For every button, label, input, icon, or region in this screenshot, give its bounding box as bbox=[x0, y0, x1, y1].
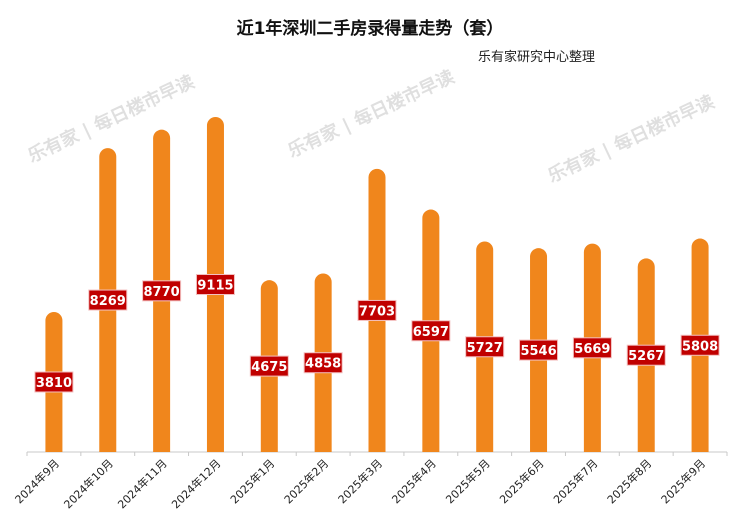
data-label-box bbox=[357, 299, 397, 321]
data-label: 7703 bbox=[359, 304, 395, 319]
data-label-box bbox=[519, 339, 559, 361]
data-label: 5727 bbox=[467, 341, 503, 356]
data-label-box bbox=[34, 371, 74, 393]
data-label: 5669 bbox=[574, 342, 610, 357]
data-label-box bbox=[465, 336, 505, 358]
x-tick-label: 2025年1月 bbox=[227, 456, 277, 506]
data-label-box bbox=[303, 352, 343, 374]
data-label: 4675 bbox=[251, 360, 287, 375]
x-tick-label: 2024年11月 bbox=[115, 456, 170, 511]
x-tick-label: 2025年6月 bbox=[496, 456, 546, 506]
x-tick-label: 2024年10月 bbox=[61, 456, 116, 511]
x-tick-label: 2025年7月 bbox=[550, 456, 600, 506]
data-label: 5267 bbox=[628, 349, 664, 364]
data-label: 8770 bbox=[144, 285, 180, 300]
data-label: 5808 bbox=[682, 339, 718, 354]
data-label-box bbox=[88, 289, 128, 311]
data-label: 8269 bbox=[90, 294, 126, 309]
data-label: 3810 bbox=[36, 376, 72, 391]
chart-subtitle: 乐有家研究中心整理 bbox=[478, 50, 596, 65]
data-label-box bbox=[249, 355, 289, 377]
data-label-box bbox=[572, 337, 612, 359]
data-label-box bbox=[142, 280, 182, 302]
x-tick-label: 2025年9月 bbox=[658, 456, 708, 506]
x-tick-label: 2025年5月 bbox=[443, 456, 493, 506]
x-tick-label: 2025年8月 bbox=[604, 456, 654, 506]
data-label-box bbox=[411, 320, 451, 342]
data-label: 5546 bbox=[520, 344, 556, 359]
x-tick-label: 2024年9月 bbox=[12, 456, 62, 506]
data-label-box bbox=[680, 334, 720, 356]
x-tick-label: 2025年3月 bbox=[335, 456, 385, 506]
data-label: 6597 bbox=[413, 325, 449, 340]
data-label: 4858 bbox=[305, 357, 341, 372]
chart-title: 近1年深圳二手房录得量走势（套） bbox=[236, 19, 504, 39]
x-tick-label: 2025年4月 bbox=[389, 456, 439, 506]
x-tick-label: 2024年12月 bbox=[168, 456, 223, 511]
data-label-box bbox=[626, 344, 666, 366]
data-label: 9115 bbox=[197, 279, 233, 294]
data-label-box bbox=[195, 274, 235, 295]
x-tick-label: 2025年2月 bbox=[281, 456, 331, 506]
